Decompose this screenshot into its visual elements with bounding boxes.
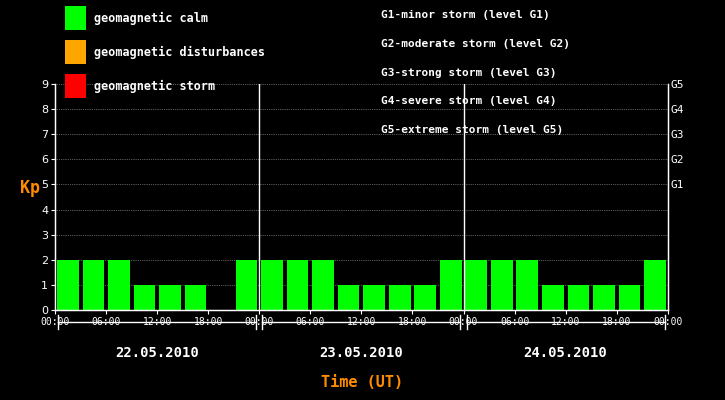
Bar [516,260,538,310]
Bar [415,285,436,310]
Text: 24.05.2010: 24.05.2010 [523,346,608,360]
Bar [261,260,283,310]
Bar [159,285,181,310]
Y-axis label: Kp: Kp [20,179,40,197]
Bar [618,285,640,310]
Bar [440,260,462,310]
Text: geomagnetic calm: geomagnetic calm [94,12,208,24]
Bar [389,285,410,310]
Bar [57,260,79,310]
Text: G3-strong storm (level G3): G3-strong storm (level G3) [381,68,556,78]
Text: geomagnetic disturbances: geomagnetic disturbances [94,46,265,58]
Bar [185,285,207,310]
Text: G5-extreme storm (level G5): G5-extreme storm (level G5) [381,125,563,135]
Bar [236,260,257,310]
Bar [338,285,360,310]
Bar [644,260,666,310]
Bar [133,285,155,310]
Bar [491,260,513,310]
Bar [542,285,564,310]
Text: 23.05.2010: 23.05.2010 [320,346,403,360]
Text: 22.05.2010: 22.05.2010 [115,346,199,360]
Text: Time (UT): Time (UT) [321,375,404,390]
Bar [312,260,334,310]
Bar [108,260,130,310]
Text: G2-moderate storm (level G2): G2-moderate storm (level G2) [381,39,570,49]
Bar [465,260,487,310]
Bar [568,285,589,310]
Bar [593,285,615,310]
Text: G4-severe storm (level G4): G4-severe storm (level G4) [381,96,556,106]
Text: G1-minor storm (level G1): G1-minor storm (level G1) [381,10,550,20]
Bar [287,260,308,310]
Bar [363,285,385,310]
Text: geomagnetic storm: geomagnetic storm [94,80,215,92]
Bar [83,260,104,310]
